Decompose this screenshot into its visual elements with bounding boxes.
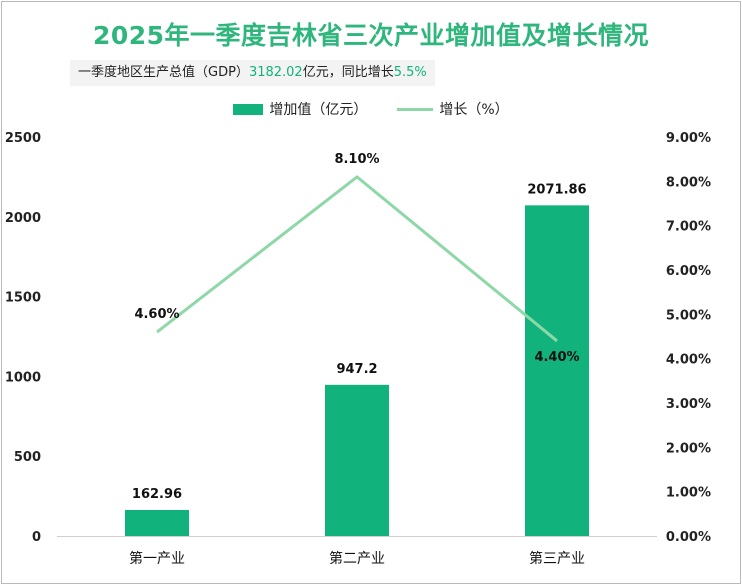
legend-line-swatch bbox=[397, 107, 434, 111]
right-tick-label: 2.00% bbox=[666, 441, 711, 456]
left-tick-label: 2500 bbox=[5, 131, 41, 146]
line-series: 4.60% 8.10% 4.40% bbox=[134, 152, 579, 365]
chart-title: 2025年一季度吉林省三次产业增加值及增长情况 bbox=[92, 21, 650, 50]
left-tick-label: 1500 bbox=[5, 291, 41, 306]
bar-value-label: 162.96 bbox=[132, 487, 182, 502]
right-tick-label: 7.00% bbox=[666, 220, 711, 235]
left-tick-label: 1000 bbox=[5, 370, 41, 385]
bar-value-label: 947.2 bbox=[336, 362, 377, 377]
category-label: 第一产业 bbox=[129, 550, 185, 567]
right-tick-label: 4.00% bbox=[666, 353, 711, 368]
legend-bar-label: 增加值（亿元） bbox=[269, 102, 368, 118]
category-label: 第二产业 bbox=[329, 550, 385, 567]
gdp-value: 3182.02 bbox=[248, 65, 303, 80]
bar bbox=[125, 509, 189, 536]
bar bbox=[525, 205, 589, 536]
bar-value-label: 2071.86 bbox=[527, 182, 586, 197]
left-tick-label: 2000 bbox=[5, 211, 41, 226]
x-axis-labels: 第一产业 第二产业 第三产业 bbox=[129, 550, 585, 567]
line-value-label: 4.60% bbox=[134, 307, 179, 322]
line-value-label: 8.10% bbox=[334, 152, 379, 167]
legend-bar-swatch bbox=[233, 103, 264, 115]
line-value-label: 4.40% bbox=[534, 350, 579, 365]
gdp-summary-middle: 亿元，同比增长 bbox=[302, 65, 394, 80]
bar-series: 162.96 947.2 2071.86 bbox=[125, 182, 589, 536]
category-label: 第三产业 bbox=[529, 550, 585, 567]
legend-line-label: 增长（%） bbox=[439, 102, 509, 118]
right-tick-label: 6.00% bbox=[666, 264, 711, 279]
growth-line bbox=[156, 175, 558, 343]
gdp-summary-prefix: 一季度地区生产总值（GDP） bbox=[78, 65, 249, 80]
right-tick-label: 8.00% bbox=[666, 175, 711, 190]
right-axis: 0.00% 1.00% 2.00% 3.00% 4.00% 5.00% 6.00% 7.00%… bbox=[666, 131, 711, 545]
gdp-growth-value: 5.5% bbox=[393, 65, 427, 80]
gdp-summary: 一季度地区生产总值（GDP）3182.02亿元，同比增长5.5% bbox=[70, 60, 435, 86]
chart-legend: 增加值（亿元） 增长（%） bbox=[2, 99, 740, 119]
right-tick-label: 5.00% bbox=[666, 308, 711, 323]
right-tick-label: 1.00% bbox=[666, 486, 711, 501]
legend-item-bar: 增加值（亿元） bbox=[233, 99, 367, 119]
right-tick-label: 3.00% bbox=[666, 397, 711, 412]
bar bbox=[325, 384, 389, 536]
left-tick-label: 0 bbox=[32, 530, 41, 545]
legend-item-line: 增长（%） bbox=[397, 99, 509, 119]
right-tick-label: 0.00% bbox=[666, 530, 711, 545]
left-axis: 0 500 1000 1500 2000 2500 bbox=[5, 131, 41, 545]
left-tick-label: 500 bbox=[14, 450, 41, 465]
right-tick-label: 9.00% bbox=[666, 131, 711, 146]
